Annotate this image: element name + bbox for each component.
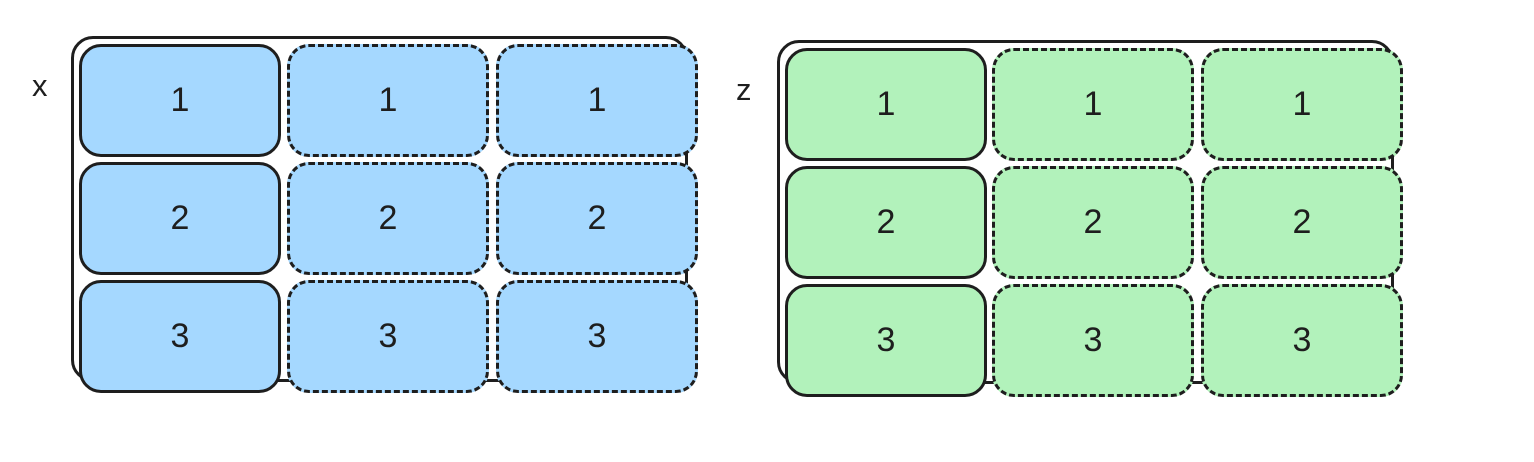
x-cell-r3-c2: 3: [287, 280, 489, 393]
z-cell-r2-c2: 2: [992, 166, 1194, 279]
x-cell-r1-c2: 1: [287, 44, 489, 157]
x-cell-r2-c2: 2: [287, 162, 489, 275]
z-cell-r1-c3: 1: [1201, 48, 1403, 161]
z-cell-r1-c1: 1: [785, 48, 987, 161]
z-cell-r1-c2: 1: [992, 48, 1194, 161]
x-cell-r3-c3: 3: [496, 280, 698, 393]
z-cell-r2-c1: 2: [785, 166, 987, 279]
z-cell-r2-c3: 2: [1201, 166, 1403, 279]
x-cell-r1-c3: 1: [496, 44, 698, 157]
z-cell-r3-c2: 3: [992, 284, 1194, 397]
x-cell-r1-c1: 1: [79, 44, 281, 157]
array-x-label: x: [32, 68, 48, 103]
x-cell-r3-c1: 3: [79, 280, 281, 393]
x-cell-r2-c3: 2: [496, 162, 698, 275]
z-cell-r3-c3: 3: [1201, 284, 1403, 397]
array-z-label: z: [736, 72, 752, 107]
x-cell-r2-c1: 2: [79, 162, 281, 275]
z-cell-r3-c1: 3: [785, 284, 987, 397]
